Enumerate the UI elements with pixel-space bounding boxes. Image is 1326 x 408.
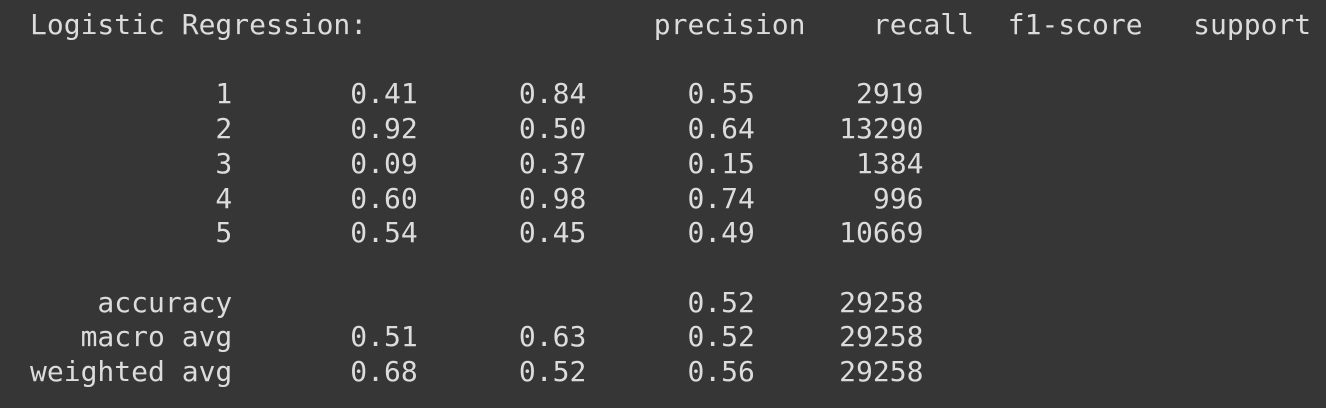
output-line-class-3: 3 0.09 0.37 0.15 1384	[30, 147, 924, 180]
output-line-class-4: 4 0.60 0.98 0.74 996	[30, 182, 924, 215]
output-line-class-5: 5 0.54 0.45 0.49 10669	[30, 216, 924, 249]
output-line-weighted-avg: weighted avg 0.68 0.52 0.56 29258	[30, 355, 924, 388]
output-line-header: Logistic Regression: precision recall f1…	[30, 8, 1312, 41]
output-line-macro-avg: macro avg 0.51 0.63 0.52 29258	[30, 320, 924, 353]
output-line-class-1: 1 0.41 0.84 0.55 2919	[30, 77, 924, 110]
output-line-accuracy: accuracy 0.52 29258	[30, 286, 924, 319]
output-line-class-2: 2 0.92 0.50 0.64 13290	[30, 112, 924, 145]
